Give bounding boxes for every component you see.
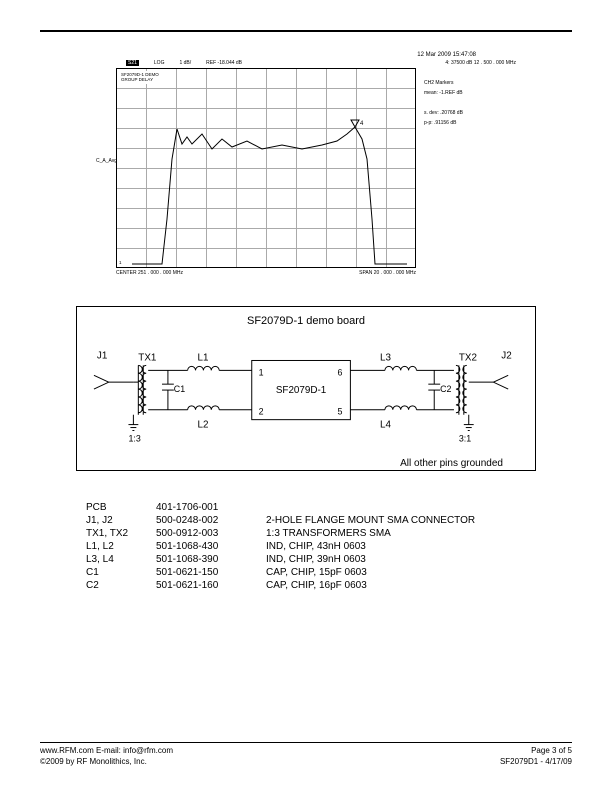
- footer-left1: www.RFM.com E-mail: info@rfm.com: [40, 746, 173, 756]
- label-j1: J1: [97, 351, 107, 362]
- chip-label: SF2079D-1: [276, 385, 326, 396]
- chart-grid: SF2079D-1 DEMOGROUP DELAY 4 1: [116, 68, 416, 268]
- schematic-note: All other pins grounded: [89, 458, 523, 469]
- chart-ref: REF -18.044 dB: [206, 60, 242, 66]
- chart-timestamp: 12 Mar 2009 15:47:08: [417, 52, 476, 58]
- label-pin1: 1: [259, 367, 264, 377]
- label-l2: L2: [198, 420, 209, 431]
- top-rule: [40, 30, 572, 32]
- label-l3: L3: [380, 352, 391, 363]
- bom-desc: CAP, CHIP, 16pF 0603: [266, 579, 526, 592]
- label-ratio1: 1:3: [128, 433, 140, 443]
- footer-right2: SF2079D1 - 4/17/09: [500, 757, 572, 767]
- bom-pn: 501-1068-390: [156, 553, 266, 566]
- bom-desc: 2-HOLE FLANGE MOUNT SMA CONNECTOR: [266, 514, 526, 527]
- bom-pn: 501-1068-430: [156, 540, 266, 553]
- bom-pn: 401-1706-001: [156, 501, 266, 514]
- footer-left2: ©2009 by RF Monolithics, Inc.: [40, 757, 173, 767]
- chart-footer-span: SPAN 20 . 000 . 000 MHz: [359, 270, 416, 276]
- label-pin6: 6: [338, 367, 343, 377]
- label-j2: J2: [501, 351, 511, 362]
- bom-ref: C2: [86, 579, 156, 592]
- bom-row: PCB401-1706-001: [86, 501, 526, 514]
- bom-ref: J1, J2: [86, 514, 156, 527]
- chart-footer-center: CENTER 251 . 000 . 000 MHz: [116, 270, 183, 276]
- bom-ref: C1: [86, 566, 156, 579]
- label-tx2: TX2: [459, 352, 477, 363]
- label-pin2: 2: [259, 407, 264, 417]
- chart-s21-badge: S21: [126, 60, 139, 66]
- label-tx1: TX1: [138, 352, 156, 363]
- bom-row: L3, L4501-1068-390IND, CHIP, 39nH 0603: [86, 553, 526, 566]
- bom-ref: TX1, TX2: [86, 527, 156, 540]
- bom-row: TX1, TX2500-0912-0031:3 TRANSFORMERS SMA: [86, 527, 526, 540]
- chart-svg: 4: [117, 69, 417, 269]
- bom-pn: 501-0621-160: [156, 579, 266, 592]
- bom-desc: [266, 501, 526, 514]
- chart-scale: 1 dB/: [179, 60, 191, 66]
- bom-desc: CAP, CHIP, 15pF 0603: [266, 566, 526, 579]
- label-ratio2: 3:1: [459, 433, 471, 443]
- bom-desc: IND, CHIP, 43nH 0603: [266, 540, 526, 553]
- label-pin5: 5: [338, 407, 343, 417]
- bom-desc: 1:3 TRANSFORMERS SMA: [266, 527, 526, 540]
- bom-ref: L3, L4: [86, 553, 156, 566]
- label-c2: C2: [440, 384, 451, 394]
- bom-ref: PCB: [86, 501, 156, 514]
- page-footer: www.RFM.com E-mail: info@rfm.com ©2009 b…: [40, 742, 572, 767]
- footer-right1: Page 3 of 5: [500, 746, 572, 756]
- bom-desc: IND, CHIP, 39nH 0603: [266, 553, 526, 566]
- svg-text:4: 4: [360, 121, 364, 127]
- label-l1: L1: [198, 352, 209, 363]
- bom-row: C1501-0621-150CAP, CHIP, 15pF 0603: [86, 566, 526, 579]
- schematic-title: SF2079D-1 demo board: [89, 315, 523, 327]
- bom-pn: 500-0248-002: [156, 514, 266, 527]
- bom-pn: 501-0621-150: [156, 566, 266, 579]
- bom-pn: 500-0912-003: [156, 527, 266, 540]
- bom-row: C2501-0621-160CAP, CHIP, 16pF 0603: [86, 579, 526, 592]
- bom-row: J1, J2500-0248-0022-HOLE FLANGE MOUNT SM…: [86, 514, 526, 527]
- chart-left-label: C_A_Avg: [96, 68, 116, 164]
- label-l4: L4: [380, 420, 391, 431]
- bom-row: L1, L2501-1068-430IND, CHIP, 43nH 0603: [86, 540, 526, 553]
- chart-markers-line: 4: 37500 dB 12 . 500 . 000 MHz: [445, 60, 516, 66]
- schematic-box: SF2079D-1 demo board J1 TX1 1:3 C1 L1 L2: [76, 306, 536, 471]
- chart-log: LOG: [154, 60, 165, 66]
- chart-marker-1: 1: [119, 260, 122, 265]
- chart-area: 12 Mar 2009 15:47:08 S21 LOG 1 dB/ REF -…: [96, 52, 516, 276]
- bom-table: PCB401-1706-001J1, J2500-0248-0022-HOLE …: [86, 501, 526, 592]
- chart-side-labels: CH2 Markers mean: -1.REF dB s. dev: .207…: [416, 68, 463, 128]
- bom-ref: L1, L2: [86, 540, 156, 553]
- label-c1: C1: [174, 384, 185, 394]
- schematic-svg: J1 TX1 1:3 C1 L1 L2 SF2079D-1 1: [89, 335, 523, 455]
